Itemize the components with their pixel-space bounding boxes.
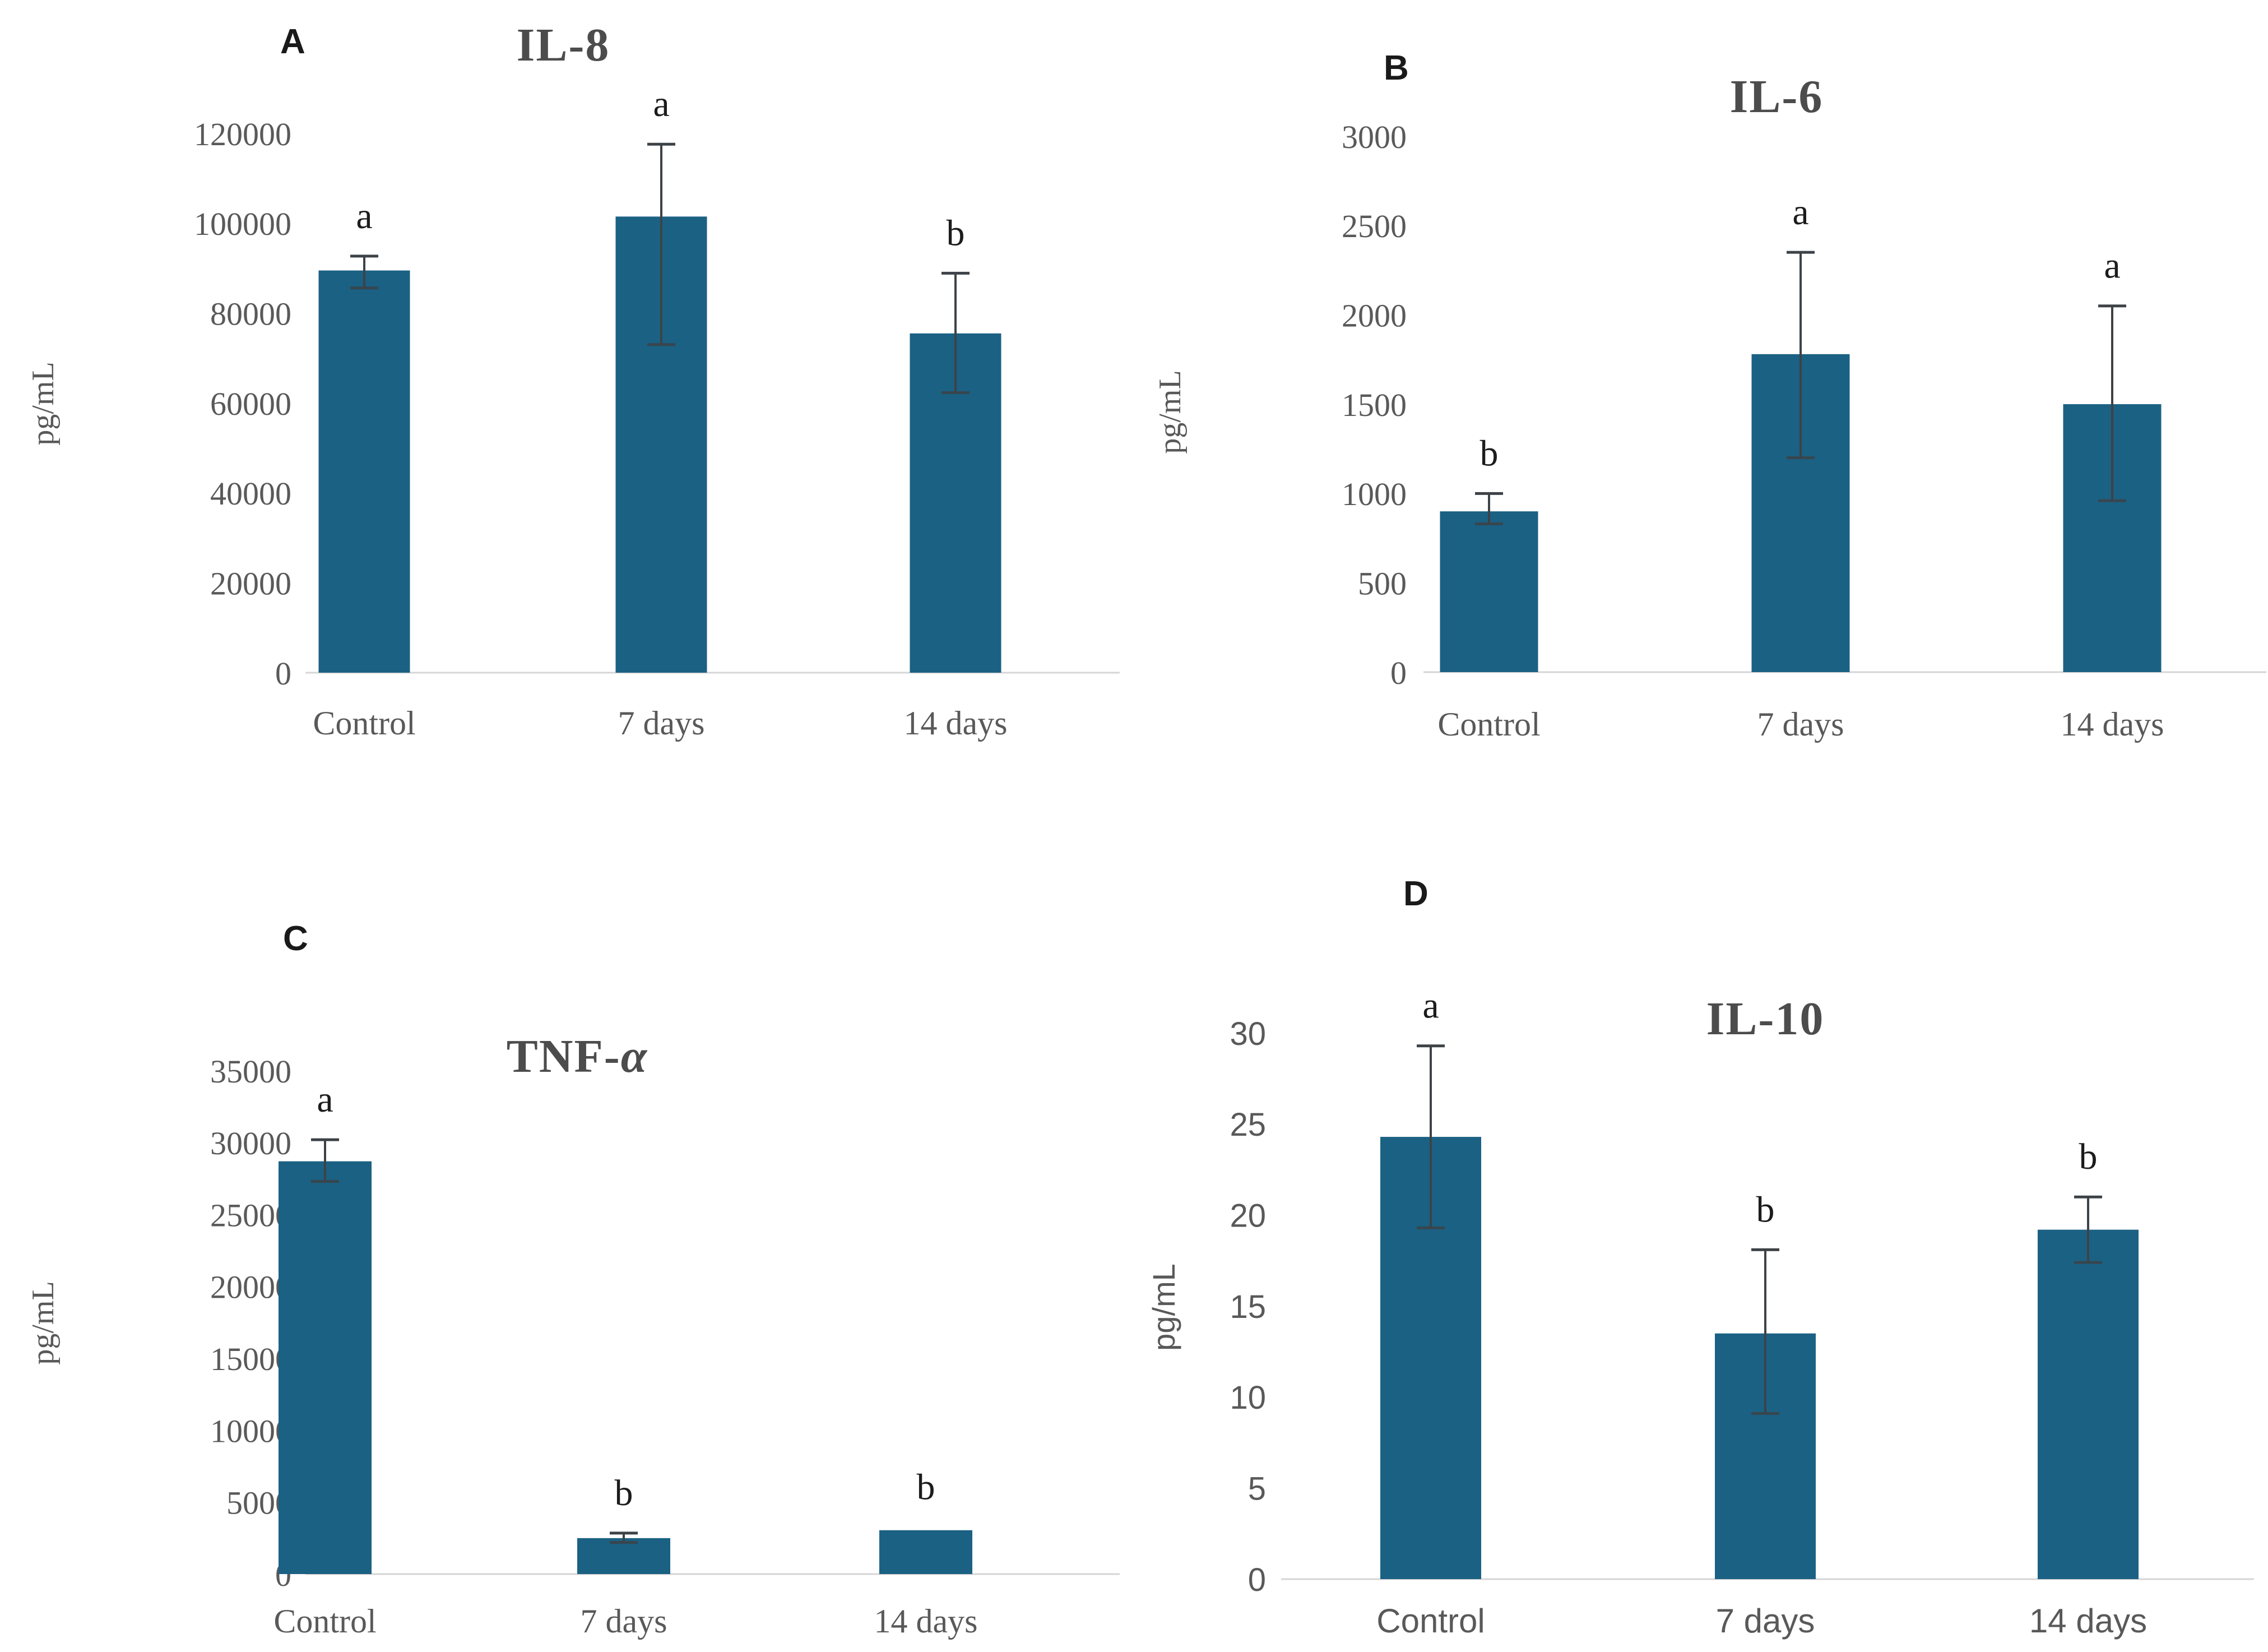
x-category-label: Control: [1437, 706, 1540, 743]
significance-letter: a: [653, 84, 669, 124]
y-tick-label: 35000: [210, 1053, 291, 1090]
chart-title: IL-8: [517, 19, 610, 71]
y-tick-label: 100000: [194, 206, 291, 242]
x-category-label: 14 days: [2029, 1602, 2147, 1640]
y-tick-label: 30000: [210, 1125, 291, 1162]
y-axis-unit-label: pg/mL: [26, 362, 61, 445]
y-tick-label: 2000: [1342, 298, 1407, 334]
significance-letter: b: [1756, 1189, 1775, 1230]
y-axis-unit-label: pg/mL: [1153, 370, 1188, 454]
panel-letter-c: C: [283, 919, 308, 958]
panel-b-chart: B IL-6 pg/mL 0 500 1000 1500 2000 2500 3000 b Contr…: [1153, 49, 2266, 743]
x-category-label: 7 days: [1757, 706, 1844, 743]
significance-letter: b: [2079, 1136, 2098, 1177]
panel-letter-d: D: [1403, 874, 1428, 913]
x-category-label: 14 days: [874, 1603, 978, 1640]
y-tick-label: 15000: [210, 1341, 291, 1377]
bar-control: [1440, 511, 1538, 672]
significance-letter: b: [1480, 433, 1499, 474]
y-tick-label: 20000: [210, 1269, 291, 1306]
y-tick-label: 1000: [1342, 476, 1407, 512]
x-category-label: Control: [313, 705, 415, 742]
x-category-label: 14 days: [2061, 706, 2164, 743]
x-category-label: 7 days: [618, 705, 705, 742]
y-axis-unit-label: pg/mL: [26, 1281, 61, 1364]
bar-14-days: [879, 1530, 972, 1574]
significance-letter: a: [1792, 192, 1808, 233]
y-tick-label: 0: [1248, 1562, 1266, 1598]
x-category-label: 14 days: [904, 705, 1008, 742]
y-tick-label: 40000: [210, 475, 291, 512]
bar-14-days: [2038, 1229, 2139, 1579]
bar-7-days: [577, 1538, 670, 1574]
y-tick-label: 0: [1390, 655, 1407, 691]
significance-letter: b: [917, 1467, 935, 1508]
significance-letter: b: [615, 1473, 633, 1514]
y-tick-label: 15: [1230, 1289, 1266, 1325]
y-axis-unit-label: pg/mL: [1146, 1264, 1181, 1351]
panel-letter-a: A: [280, 22, 305, 61]
significance-letter: b: [947, 212, 965, 253]
x-category-label: 7 days: [581, 1603, 667, 1640]
panel-a-chart: A IL-8 pg/mL 0 20000 40000 60000 80000 100000 120…: [26, 19, 1120, 742]
y-tick-label: 1500: [1342, 387, 1407, 423]
bar-control: [318, 270, 410, 673]
panel-letter-b: B: [1384, 49, 1409, 87]
x-category-label: Control: [273, 1603, 376, 1640]
significance-letter: a: [317, 1079, 333, 1120]
chart-title: IL-10: [1706, 993, 1825, 1045]
x-category-label: 7 days: [1716, 1602, 1815, 1640]
y-tick-label: 5: [1248, 1471, 1266, 1507]
y-tick-label: 10000: [210, 1413, 291, 1449]
y-tick-label: 3000: [1342, 119, 1407, 155]
significance-letter: a: [356, 196, 372, 237]
y-tick-label: 25: [1230, 1107, 1266, 1143]
y-tick-label: 80000: [210, 296, 291, 332]
y-tick-label: 60000: [210, 386, 291, 422]
panel-d-chart: D IL-10 pg/mL 0 5 10 15 20 25 30 a Control b 7 days b 1…: [1146, 874, 2254, 1640]
significance-letter: a: [2104, 246, 2120, 286]
x-category-label: Control: [1376, 1602, 1485, 1640]
chart-title: TNF-α: [507, 1030, 648, 1082]
significance-letter: a: [1422, 985, 1439, 1026]
bar-control: [279, 1161, 372, 1574]
y-tick-label: 500: [1358, 566, 1407, 602]
y-tick-label: 30: [1230, 1016, 1266, 1052]
y-tick-label: 10: [1230, 1380, 1266, 1416]
panel-c-chart: CTNF-αpg/mL05000100001500020000250003000…: [26, 919, 1120, 1640]
y-tick-label: 25000: [210, 1197, 291, 1233]
y-tick-label: 0: [275, 655, 291, 692]
y-tick-label: 20000: [210, 566, 291, 602]
chart-title: IL-6: [1730, 71, 1824, 123]
y-tick-label: 120000: [194, 116, 291, 152]
y-tick-label: 20: [1230, 1198, 1266, 1234]
y-tick-label: 2500: [1342, 208, 1407, 244]
